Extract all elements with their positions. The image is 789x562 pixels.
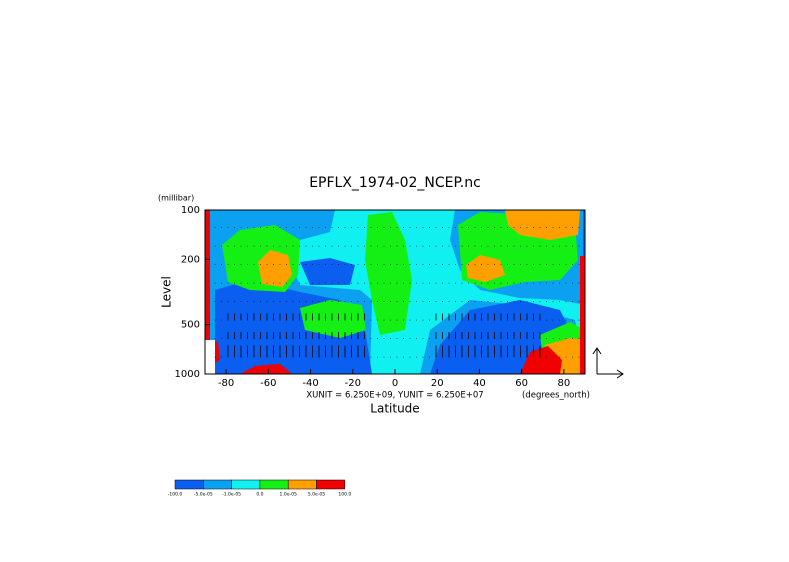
colorbar-swatch xyxy=(259,479,289,490)
contour-region xyxy=(258,250,292,287)
y-tick-label: 100 xyxy=(181,205,200,216)
contour-region xyxy=(205,210,210,374)
colorbar-label: 100.0 xyxy=(338,492,351,498)
colorbar-swatch xyxy=(203,479,232,490)
x-tick-label: -60 xyxy=(260,378,276,389)
chart-title: EPFLX_1974-02_NCEP.nc xyxy=(309,175,481,191)
contour-region xyxy=(300,258,355,285)
colorbar-swatch xyxy=(231,479,261,490)
x-axis-label: Latitude xyxy=(370,402,419,416)
contour-field xyxy=(205,210,585,374)
contour-region xyxy=(365,212,412,335)
contour-region xyxy=(240,364,292,374)
contour-region xyxy=(300,300,366,338)
colorbar-label: -100.0 xyxy=(168,492,183,498)
x-tick-label: -40 xyxy=(302,378,318,389)
contour-region xyxy=(520,346,562,374)
missing-data xyxy=(205,340,215,374)
contour-region xyxy=(466,255,505,282)
colorbar-label: -5.0e-05 xyxy=(194,492,213,498)
vector-field xyxy=(214,227,580,358)
y-tick-label: 200 xyxy=(181,254,200,265)
x-tick-label: 40 xyxy=(473,378,486,389)
y-tick-label: 500 xyxy=(181,320,200,331)
colorbar-swatch xyxy=(174,479,204,490)
contour-region xyxy=(583,210,585,256)
y-axis-label: Level xyxy=(160,276,174,308)
x-tick-label: 60 xyxy=(515,378,528,389)
reference-vector xyxy=(592,347,624,379)
y-tick-label: 1000 xyxy=(175,369,200,380)
x-tick-label: -80 xyxy=(218,378,234,389)
colorbar-label: 0.0 xyxy=(256,492,263,498)
colorbar-label: -1.0e-05 xyxy=(222,492,241,498)
y-unit: (millibar) xyxy=(158,194,194,203)
ref-arrowhead xyxy=(616,369,624,379)
x-tick-label: 0 xyxy=(392,378,398,389)
x-tick-label: -20 xyxy=(345,378,361,389)
contour-region xyxy=(580,256,585,374)
colorbar-swatch xyxy=(287,479,317,490)
colorbar-label: 1.0e-05 xyxy=(280,492,297,498)
x-unit: (degrees_north) xyxy=(522,391,590,401)
x-tick-label: 20 xyxy=(431,378,444,389)
contour-region xyxy=(505,210,580,240)
annotation: XUNIT = 6.250E+09, YUNIT = 6.250E+07 xyxy=(306,391,483,401)
colorbar-swatch xyxy=(316,479,346,490)
colorbar-label: 5.0e-05 xyxy=(308,492,325,498)
ref-arrowhead xyxy=(592,347,602,355)
x-tick-label: 80 xyxy=(558,378,571,389)
